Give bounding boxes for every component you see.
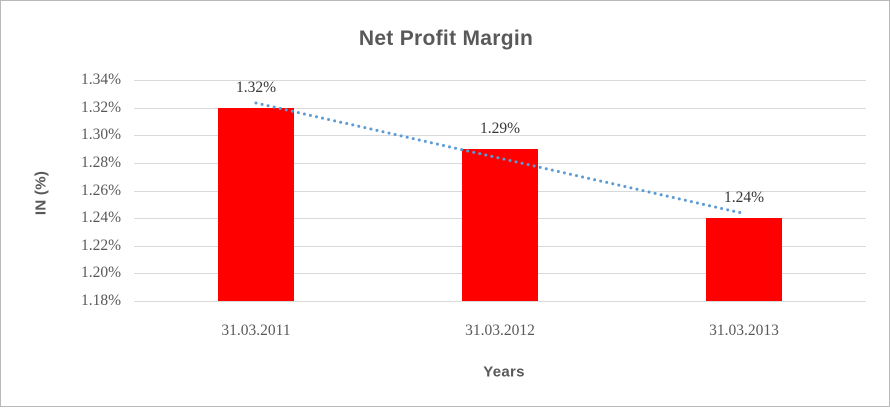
bar-31.03.2011 — [218, 108, 294, 301]
y-tick-label: 1.24% — [80, 209, 121, 226]
y-tick-label: 1.28% — [80, 154, 121, 171]
category-label: 31.03.2011 — [221, 322, 291, 339]
y-tick-label: 1.34% — [80, 71, 121, 88]
data-label: 1.24% — [723, 189, 765, 207]
data-label: 1.29% — [479, 120, 521, 138]
bar-31.03.2013 — [706, 218, 782, 301]
y-tick-label: 1.26% — [80, 182, 121, 199]
y-tick-label: 1.20% — [80, 264, 121, 281]
bar-31.03.2012 — [462, 149, 538, 301]
x-axis-title: Years — [483, 363, 525, 381]
category-label: 31.03.2013 — [709, 322, 779, 339]
y-tick-label: 1.32% — [80, 99, 121, 116]
chart-title: Net Profit Margin — [358, 27, 534, 50]
data-label: 1.32% — [235, 78, 277, 96]
y-tick-label: 1.18% — [80, 292, 121, 309]
y-tick-label: 1.22% — [80, 237, 121, 254]
category-label: 31.03.2012 — [465, 322, 535, 339]
y-tick-label: 1.30% — [80, 126, 121, 143]
